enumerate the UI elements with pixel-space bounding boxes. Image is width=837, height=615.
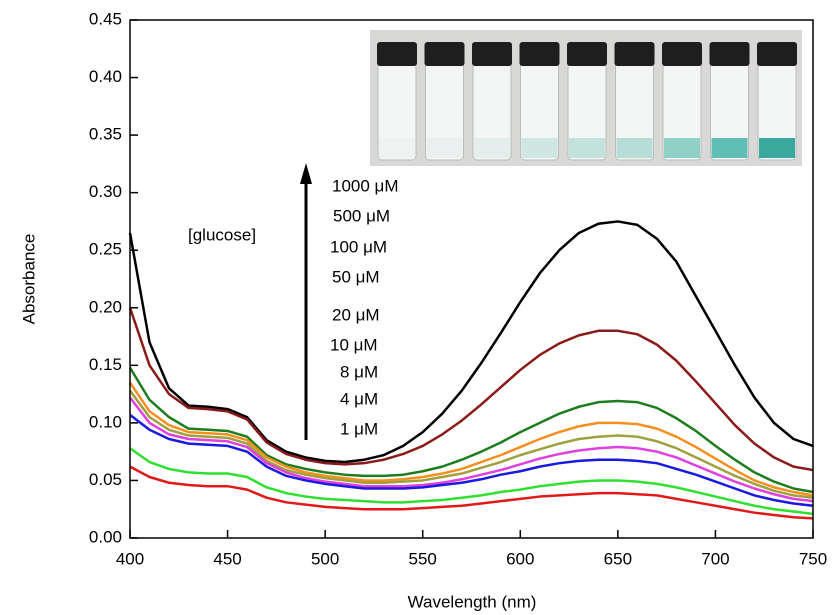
spectrum-line — [128, 220, 814, 464]
spectrum-line — [128, 307, 814, 472]
vial-liquid — [616, 138, 653, 158]
series-label: 20 μM — [332, 305, 380, 324]
series-label: 50 μM — [332, 267, 380, 286]
y-tick-label: 0.45 — [89, 9, 122, 28]
x-axis-title: Wavelength (nm) — [408, 592, 537, 611]
series-label: 1000 μM — [332, 176, 399, 195]
vial-liquid — [426, 138, 463, 158]
spectrum-line — [129, 465, 814, 520]
vial-liquid — [379, 138, 415, 158]
y-tick-label: 0.35 — [89, 125, 122, 144]
series-label: 4 μM — [340, 389, 378, 408]
y-tick-label: 0.00 — [89, 527, 122, 546]
arrow-head — [300, 163, 312, 184]
spectrum-line — [129, 447, 814, 516]
series-label: 1 μM — [340, 419, 378, 438]
y-tick-label: 0.15 — [89, 355, 122, 374]
series-label: 100 μM — [330, 237, 387, 256]
spectrum-line — [129, 413, 814, 508]
x-tick-label: 450 — [213, 549, 241, 568]
vial-photo — [370, 30, 802, 166]
vial-liquid — [711, 138, 748, 158]
y-tick-label: 0.30 — [89, 182, 122, 201]
series-label: 500 μM — [333, 206, 390, 225]
vial-cap — [757, 42, 797, 66]
vial-cap — [519, 42, 560, 66]
vial-liquid — [569, 138, 605, 158]
vial-cap — [709, 42, 750, 66]
x-tick-label: 700 — [701, 549, 729, 568]
vial-liquid — [521, 138, 558, 158]
plot-frame — [129, 19, 814, 539]
vial-liquid — [759, 138, 795, 158]
x-tick-label: 500 — [311, 549, 339, 568]
spectrum-line — [128, 381, 814, 497]
spectrum-line — [128, 366, 814, 494]
y-tick-label: 0.10 — [89, 412, 122, 431]
spectrum-line — [129, 396, 814, 503]
series-label: 8 μM — [340, 362, 378, 381]
vial-cap — [377, 42, 417, 66]
annotation: [glucose] — [188, 225, 256, 244]
spectrum-line — [128, 389, 814, 499]
y-tick-label: 0.05 — [89, 470, 122, 489]
vial-cap — [614, 42, 655, 66]
x-tick-label: 650 — [604, 549, 632, 568]
x-tick-label: 400 — [116, 549, 144, 568]
vial-liquid — [474, 138, 510, 158]
y-tick-label: 0.40 — [89, 67, 122, 86]
x-tick-label: 750 — [799, 549, 827, 568]
series-label: 10 μM — [330, 335, 378, 354]
y-axis-title: Absorbance — [19, 234, 38, 325]
vial-cap — [472, 42, 512, 66]
vial-cap — [424, 42, 465, 66]
vial-cap — [662, 42, 702, 66]
vial-liquid — [664, 138, 700, 158]
vial-cap — [567, 42, 607, 66]
y-tick-label: 0.20 — [89, 297, 122, 316]
x-tick-label: 550 — [409, 549, 437, 568]
x-tick-label: 600 — [506, 549, 534, 568]
y-tick-label: 0.25 — [89, 240, 122, 259]
